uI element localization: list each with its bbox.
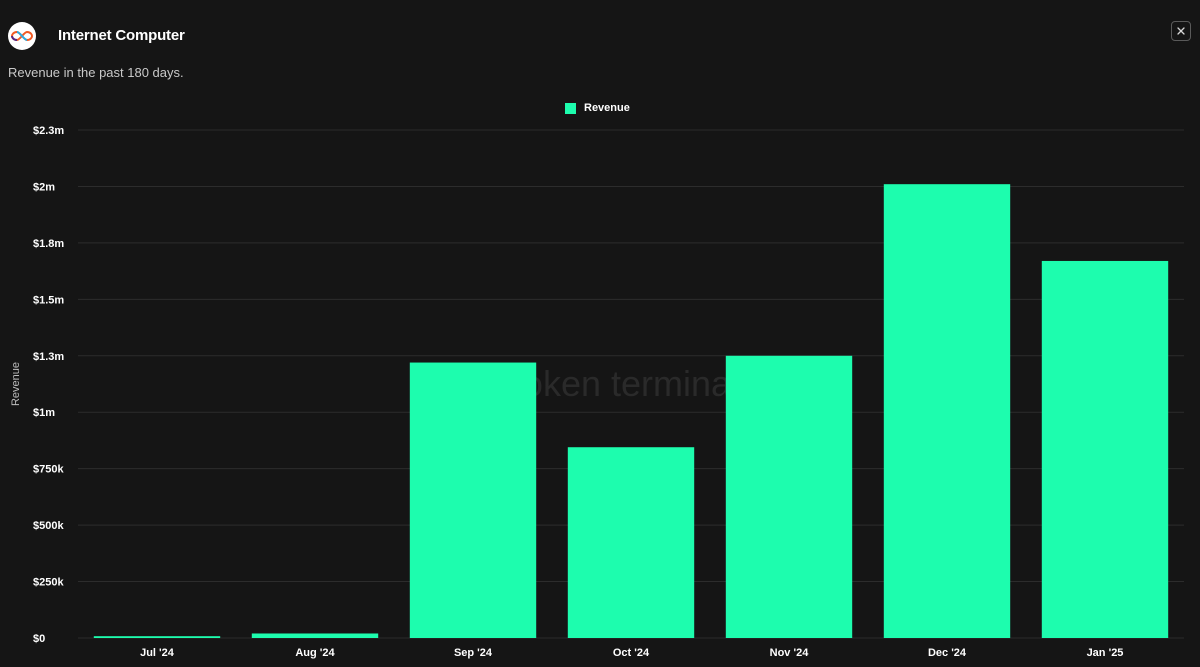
bar — [93, 636, 221, 638]
bar — [251, 633, 379, 638]
y-tick-label: $250k — [33, 577, 64, 589]
x-tick-label: Jul '24 — [140, 647, 175, 659]
chart-legend: Revenue — [565, 102, 630, 114]
watermark: token terminal_ — [513, 363, 760, 404]
x-tick-label: Sep '24 — [454, 647, 493, 659]
x-tick-label: Jan '25 — [1087, 647, 1124, 659]
bar — [567, 447, 695, 638]
bar — [725, 355, 853, 638]
y-axis-label: Revenue — [10, 362, 22, 406]
x-tick-label: Oct '24 — [613, 647, 650, 659]
y-tick-label: $0 — [33, 633, 45, 645]
y-tick-label: $2.3m — [33, 125, 64, 137]
legend-label-revenue: Revenue — [584, 102, 630, 114]
close-button[interactable] — [1171, 21, 1191, 41]
bar — [1041, 260, 1169, 638]
y-tick-label: $1.8m — [33, 238, 64, 250]
x-tick-label: Nov '24 — [770, 647, 810, 659]
y-tick-label: $1m — [33, 407, 55, 419]
bar — [883, 184, 1011, 639]
infinity-icon — [11, 30, 33, 42]
y-tick-label: $1.5m — [33, 294, 64, 306]
x-tick-label: Aug '24 — [295, 647, 335, 659]
y-tick-label: $1.3m — [33, 351, 64, 363]
x-axis-ticks: Jul '24 Aug '24 Sep '24 Oct '24 Nov '24 Dec '… — [140, 647, 1123, 659]
close-icon — [1177, 27, 1185, 35]
page-subtitle: Revenue in the past 180 days. — [8, 65, 184, 80]
bars — [93, 184, 1169, 639]
x-tick-label: Dec '24 — [928, 647, 967, 659]
legend-swatch-revenue — [565, 102, 576, 114]
y-tick-label: $500k — [33, 520, 64, 532]
bar — [409, 362, 537, 638]
page-title: Internet Computer — [58, 27, 185, 44]
internet-computer-logo-icon — [8, 22, 36, 50]
y-tick-label: $2m — [33, 181, 55, 193]
y-axis-ticks: $0 $250k $500k $750k $1m $1.3m $1.5m $1.8m $2m $2… — [33, 125, 64, 645]
y-tick-label: $750k — [33, 464, 64, 476]
